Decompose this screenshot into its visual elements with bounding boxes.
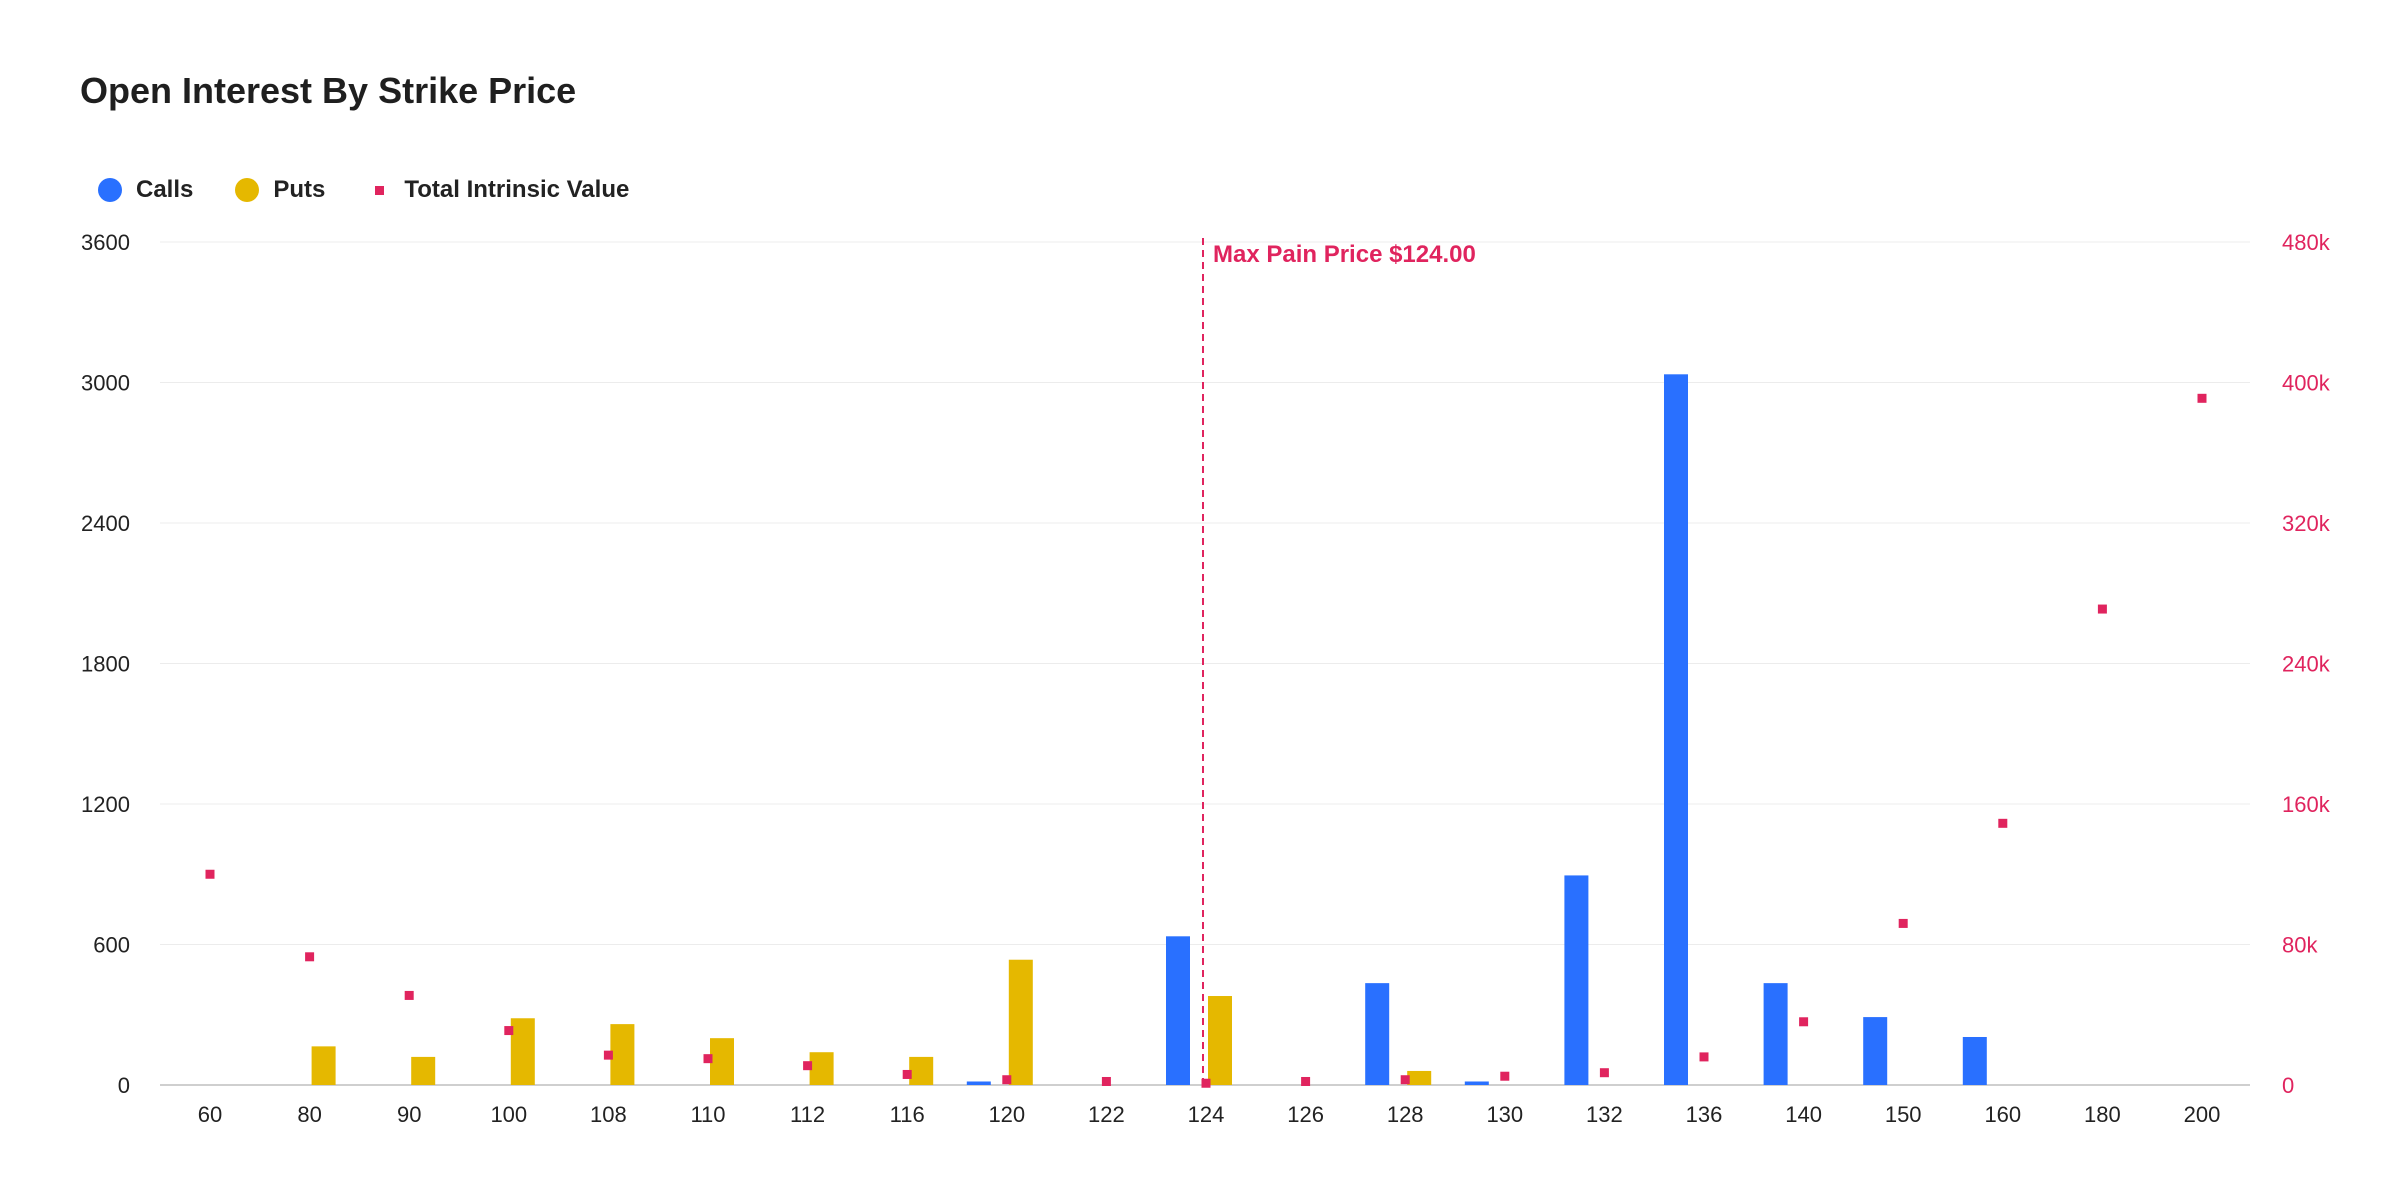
puts-bar[interactable]	[909, 1056, 934, 1085]
legend-label-calls: Calls	[136, 176, 194, 203]
intrinsic-value-point[interactable]	[2097, 604, 2107, 614]
puts-bar[interactable]	[1208, 996, 1232, 1085]
calls-bar[interactable]	[1664, 374, 1688, 1085]
puts-bar[interactable]	[411, 1056, 436, 1085]
x-tick-label: 130	[1486, 1102, 1523, 1127]
calls-bar[interactable]	[966, 1081, 991, 1085]
x-tick-label: 116	[890, 1102, 925, 1127]
x-tick-label: 180	[2084, 1102, 2121, 1127]
x-tick-label: 112	[790, 1102, 825, 1127]
x-tick-label: 90	[397, 1102, 421, 1127]
intrinsic-value-point[interactable]	[803, 1061, 813, 1071]
intrinsic-value-point[interactable]	[1400, 1075, 1410, 1085]
y-right-tick-label: 320k	[2282, 511, 2331, 536]
intrinsic-value-point[interactable]	[603, 1050, 613, 1060]
max-pain-label: Max Pain Price $124.00	[1213, 241, 1476, 268]
y-left-tick-label: 1800	[81, 652, 130, 677]
calls-bar[interactable]	[1564, 875, 1589, 1085]
puts-legend-dot	[235, 178, 260, 202]
intrinsic-value-point[interactable]	[1799, 1017, 1809, 1027]
y-left-tick-label: 1200	[81, 792, 130, 817]
x-tick-label: 80	[297, 1102, 321, 1127]
calls-bar[interactable]	[1166, 936, 1190, 1085]
x-tick-label: 132	[1586, 1102, 1623, 1127]
calls-bar[interactable]	[1763, 983, 1788, 1085]
x-tick-label: 140	[1785, 1102, 1822, 1127]
intrinsic-legend-marker	[375, 185, 385, 195]
legend-item-calls[interactable]: Calls	[98, 176, 193, 204]
calls-legend-dot	[98, 178, 122, 202]
intrinsic-value-point[interactable]	[1101, 1076, 1111, 1086]
legend-item-puts[interactable]: Puts	[235, 176, 325, 204]
puts-bar[interactable]	[610, 1024, 635, 1085]
intrinsic-value-point[interactable]	[902, 1069, 912, 1079]
x-tick-label: 108	[590, 1102, 627, 1127]
calls-bar[interactable]	[1464, 1081, 1489, 1085]
y-right-tick-label: 400k	[2282, 371, 2331, 396]
x-tick-label: 160	[1984, 1102, 2021, 1127]
x-tick-label: 150	[1885, 1102, 1922, 1127]
intrinsic-value-point[interactable]	[1301, 1076, 1311, 1086]
calls-bar[interactable]	[1863, 1017, 1888, 1085]
x-tick-label: 126	[1287, 1102, 1324, 1127]
y-left-tick-label: 3000	[81, 371, 130, 396]
y-left-tick-label: 0	[118, 1073, 130, 1098]
x-tick-label: 100	[490, 1102, 527, 1127]
x-tick-label: 110	[690, 1102, 725, 1127]
puts-bar[interactable]	[809, 1052, 834, 1085]
puts-bar[interactable]	[1008, 959, 1033, 1085]
puts-bar[interactable]	[510, 1018, 535, 1085]
intrinsic-value-point[interactable]	[2197, 393, 2207, 403]
intrinsic-value-point[interactable]	[1002, 1075, 1012, 1085]
puts-bar[interactable]	[1407, 1070, 1432, 1085]
chart-legend: Calls Puts Total Intrinsic Value	[98, 176, 671, 204]
y-left-tick-label: 600	[93, 933, 130, 958]
x-tick-label: 120	[988, 1102, 1025, 1127]
intrinsic-value-point[interactable]	[1998, 818, 2008, 828]
legend-item-intrinsic[interactable]: Total Intrinsic Value	[367, 176, 629, 204]
x-tick-label: 128	[1387, 1102, 1424, 1127]
x-tick-label: 124	[1188, 1102, 1225, 1127]
puts-bar[interactable]	[311, 1046, 336, 1085]
intrinsic-value-point[interactable]	[504, 1026, 514, 1036]
intrinsic-value-point[interactable]	[1500, 1071, 1510, 1081]
y-right-tick-label: 480k	[2282, 230, 2331, 255]
calls-bar[interactable]	[1962, 1036, 1987, 1085]
x-tick-label: 122	[1088, 1102, 1125, 1127]
y-right-tick-label: 0	[2282, 1073, 2294, 1098]
y-right-tick-label: 160k	[2282, 792, 2331, 817]
y-right-tick-label: 80k	[2282, 933, 2318, 958]
intrinsic-value-point[interactable]	[305, 952, 315, 962]
x-tick-label: 60	[198, 1102, 222, 1127]
intrinsic-value-point[interactable]	[1699, 1052, 1709, 1062]
legend-label-intrinsic: Total Intrinsic Value	[404, 176, 630, 203]
y-left-tick-label: 3600	[81, 230, 130, 255]
x-tick-label: 200	[2184, 1102, 2221, 1127]
x-tick-label: 136	[1686, 1102, 1723, 1127]
puts-bar[interactable]	[710, 1038, 734, 1085]
intrinsic-value-point[interactable]	[1201, 1078, 1211, 1088]
y-left-tick-label: 2400	[81, 511, 130, 536]
intrinsic-value-point[interactable]	[205, 869, 215, 879]
intrinsic-value-point[interactable]	[1898, 918, 1908, 928]
intrinsic-value-point[interactable]	[703, 1054, 713, 1064]
calls-bar[interactable]	[1365, 983, 1390, 1085]
y-right-tick-label: 240k	[2282, 652, 2331, 677]
chart-title: Open Interest By Strike Price	[80, 70, 577, 111]
intrinsic-value-point[interactable]	[404, 990, 414, 1000]
intrinsic-value-point[interactable]	[1599, 1068, 1609, 1078]
legend-label-puts: Puts	[273, 176, 326, 203]
